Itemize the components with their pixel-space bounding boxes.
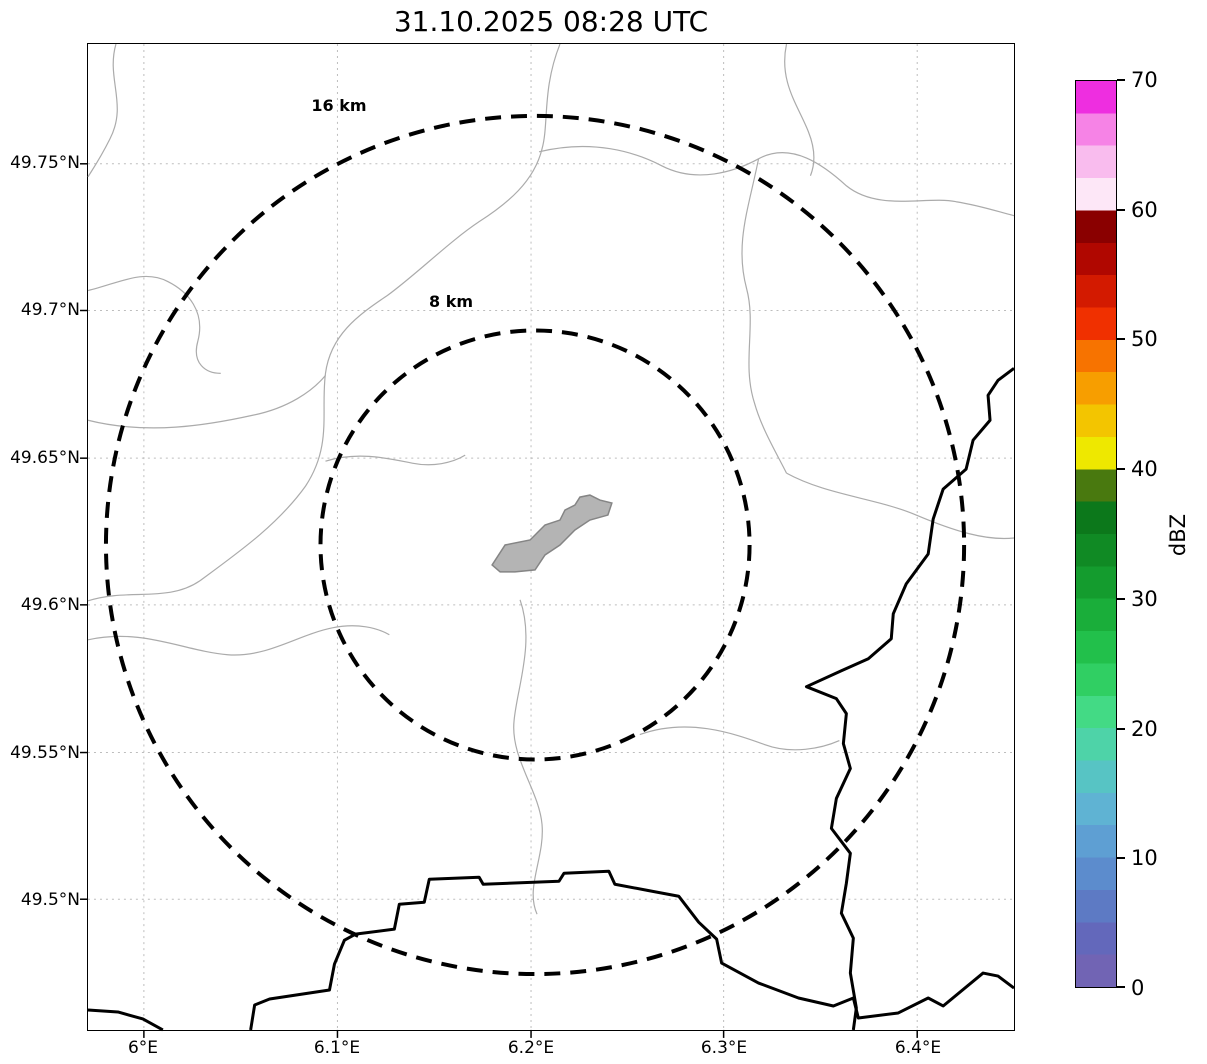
- y-tick-label: 49.5°N: [20, 890, 80, 910]
- y-tick-label: 49.7°N: [20, 300, 80, 320]
- colorbar-tick: [1117, 598, 1125, 600]
- colorbar-tick-label: 10: [1131, 846, 1158, 870]
- y-tick-label: 49.75°N: [10, 153, 80, 173]
- y-tick-label: 49.6°N: [20, 595, 80, 615]
- colorbar-tick-label: 30: [1131, 587, 1158, 611]
- x-tick-label: 6.4°E: [894, 1038, 942, 1058]
- colorbar-axis-label: dBZ: [1166, 513, 1190, 557]
- colorbar-tick-label: 60: [1131, 198, 1158, 222]
- colorbar-tick: [1117, 79, 1125, 81]
- colorbar-gradient: [1076, 81, 1116, 987]
- colorbar-tick: [1117, 857, 1125, 859]
- range-ring-16km: [103, 113, 967, 977]
- map-canvas: [80, 43, 1015, 1038]
- y-tick-label: 49.55°N: [10, 743, 80, 763]
- range-ring-8km: [318, 328, 752, 762]
- range-rings: [103, 113, 967, 977]
- colorbar-tick: [1117, 209, 1125, 211]
- grid-lines: [88, 44, 1014, 1030]
- city-area-polygon: [491, 494, 613, 573]
- colorbar-tick-label: 20: [1131, 717, 1158, 741]
- colorbar: [1075, 80, 1117, 988]
- x-tick-label: 6.1°E: [313, 1038, 361, 1058]
- y-tick-label: 49.65°N: [10, 448, 80, 468]
- colorbar-tick-label: 0: [1131, 976, 1145, 1000]
- country-border-line: [87, 869, 1015, 1032]
- river-border-line: [804, 367, 1015, 1031]
- map-axes: 16 km 8 km: [80, 43, 1015, 1038]
- x-tick-label: 6°E: [127, 1038, 159, 1058]
- colorbar-tick: [1117, 986, 1125, 988]
- range-ring-16km-label: 16 km: [311, 96, 367, 115]
- colorbar-tick: [1117, 728, 1125, 730]
- axis-tick-marks: [80, 163, 918, 1038]
- colorbar-tick-label: 50: [1131, 327, 1158, 351]
- range-ring-8km-label: 8 km: [428, 292, 473, 311]
- x-tick-label: 6.2°E: [507, 1038, 555, 1058]
- x-tick-label: 6.3°E: [700, 1038, 748, 1058]
- colorbar-tick-label: 70: [1131, 68, 1158, 92]
- colorbar-tick: [1117, 338, 1125, 340]
- colorbar-tick: [1117, 468, 1125, 470]
- colorbar-tick-label: 40: [1131, 457, 1158, 481]
- admin-boundary-lines: [87, 43, 1015, 915]
- plot-title: 31.10.2025 08:28 UTC: [393, 5, 709, 38]
